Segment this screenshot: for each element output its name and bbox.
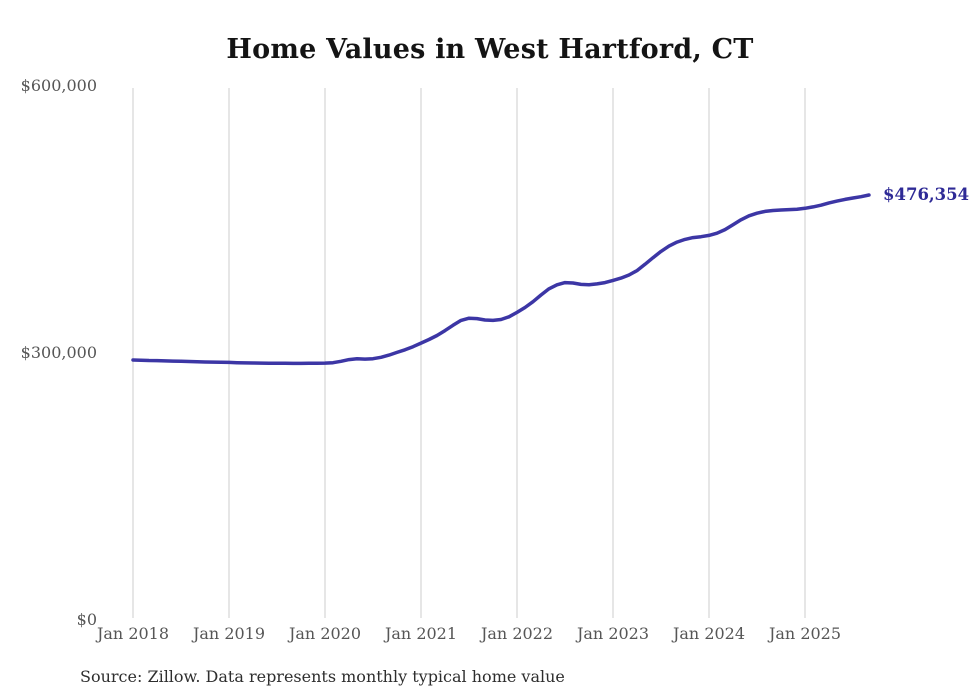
home-value-line [131, 193, 871, 366]
x-tick-label: Jan 2020 [288, 624, 362, 643]
x-tick-label: Jan 2025 [768, 624, 842, 643]
x-tick-label: Jan 2018 [96, 624, 170, 643]
x-tick-label: Jan 2019 [192, 624, 266, 643]
vertical-gridlines [132, 88, 806, 618]
source-note: Source: Zillow. Data represents monthly … [80, 667, 565, 686]
y-tick-label: $300,000 [20, 343, 97, 362]
y-tick-label: $0 [76, 610, 97, 629]
chart-title: Home Values in West Hartford, CT [226, 34, 754, 65]
y-tick-label: $600,000 [20, 76, 97, 95]
x-tick-label: Jan 2022 [480, 624, 554, 643]
x-tick-label: Jan 2023 [576, 624, 650, 643]
latest-value-label: $476,354 [883, 185, 970, 205]
x-tick-label: Jan 2021 [384, 624, 458, 643]
x-tick-label: Jan 2024 [672, 624, 746, 643]
